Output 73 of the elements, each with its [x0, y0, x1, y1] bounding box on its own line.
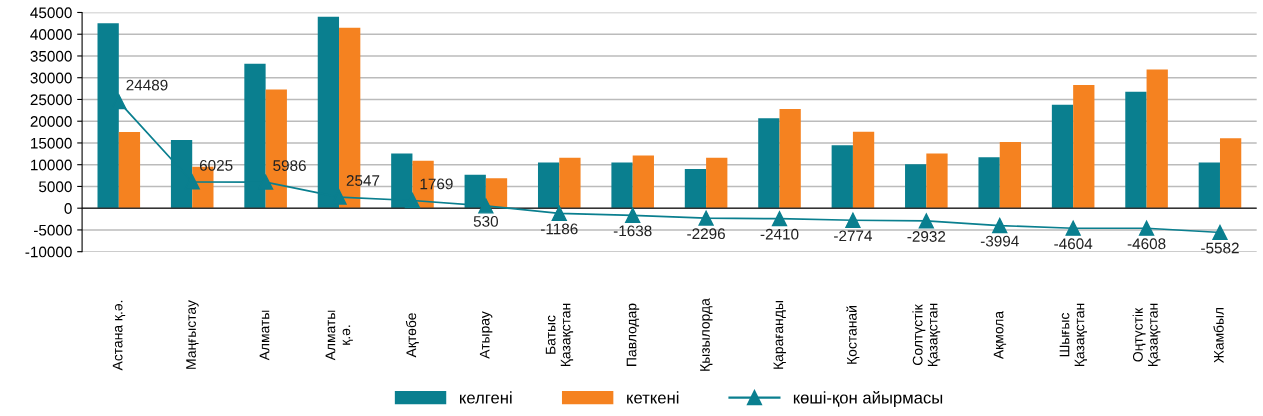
data-label: -2774: [834, 230, 873, 242]
bar: [999, 142, 1022, 209]
legend-label: келгені: [460, 391, 512, 404]
point: [1138, 220, 1155, 236]
y-tick-label: 0: [64, 203, 72, 214]
bar: [779, 109, 801, 209]
x-tick-label: Жамбыл: [1213, 307, 1224, 363]
y-tick-label: 40000: [30, 29, 72, 40]
x-tick-label: Атырау: [479, 311, 493, 359]
x-tick-label: Қостанай: [846, 306, 860, 364]
legend-label: кеткені: [627, 391, 679, 404]
bar: [1051, 104, 1074, 209]
point: [918, 213, 934, 229]
data-label: 530: [473, 216, 499, 227]
data-label: -3994: [980, 235, 1019, 247]
x-tick-label: Батыс Қазақстан: [545, 303, 574, 367]
data-label: -4604: [1054, 238, 1093, 250]
x-tick-label: Маңғыстау: [186, 300, 199, 369]
point: [845, 212, 861, 228]
data-label: -2296: [687, 228, 725, 240]
x-tick-label: Ақтөбе: [405, 313, 419, 358]
x-tick-label: Павлодар: [626, 303, 640, 366]
data-label: -2410: [760, 228, 799, 240]
x-tick-label: Шығыс Қазақстан: [1059, 303, 1087, 367]
bar: [118, 132, 141, 209]
data-label: -2932: [907, 231, 946, 242]
bar: [905, 164, 927, 209]
bar: [1219, 138, 1242, 209]
point: [992, 217, 1008, 234]
bar: [559, 157, 581, 209]
y-tick-label: 35000: [30, 50, 72, 62]
point: [625, 207, 641, 223]
legend-label: көші-қон айырмасы: [793, 391, 943, 407]
point: [478, 198, 494, 214]
point: [551, 205, 567, 221]
y-tick-label: -10000: [25, 246, 72, 258]
bar: [632, 155, 654, 209]
bar: [1198, 162, 1220, 209]
data-label: -5582: [1201, 242, 1239, 254]
bar: [926, 153, 948, 209]
x-tick-label: Солтүстік Қазақстан: [912, 303, 941, 367]
x-tick-label: Астана қ.ә.: [112, 300, 126, 371]
point: [698, 210, 714, 226]
y-tick-label: 10000: [31, 159, 72, 171]
x-tick-label: Ақмола: [993, 310, 1007, 360]
bar: [978, 157, 1000, 209]
bar: [1073, 85, 1095, 209]
y-tick-label: -5000: [33, 224, 72, 236]
bar: [485, 178, 508, 209]
data-label: 24489: [126, 79, 168, 91]
y-tick-label: 5000: [39, 181, 72, 193]
x-tick-label: Оңтүстік Қазақстан: [1132, 303, 1161, 367]
x-tick-label: Алматы: [259, 310, 270, 361]
point: [771, 211, 788, 227]
y-tick-label: 30000: [30, 72, 72, 84]
point: [1212, 224, 1228, 241]
bar: [1125, 91, 1147, 209]
bar: [706, 157, 728, 209]
bar: [852, 131, 875, 209]
data-label: -1186: [540, 223, 578, 235]
x-tick-label: Қызылорда: [700, 298, 713, 371]
y-tick-label: 20000: [30, 116, 72, 127]
y-tick-label: 25000: [30, 94, 72, 106]
y-tick-label: 15000: [31, 137, 72, 149]
point: [404, 192, 421, 209]
x-tick-label: Алматы қ.ә.: [325, 310, 353, 361]
data-label: -1638: [613, 225, 652, 237]
x-tick-label: Қарағанды: [773, 301, 786, 369]
bar: [1146, 69, 1168, 209]
data-label: 6025: [199, 159, 233, 171]
data-label: -4608: [1127, 238, 1166, 250]
y-tick-label: 45000: [30, 7, 72, 19]
point: [1065, 220, 1081, 236]
